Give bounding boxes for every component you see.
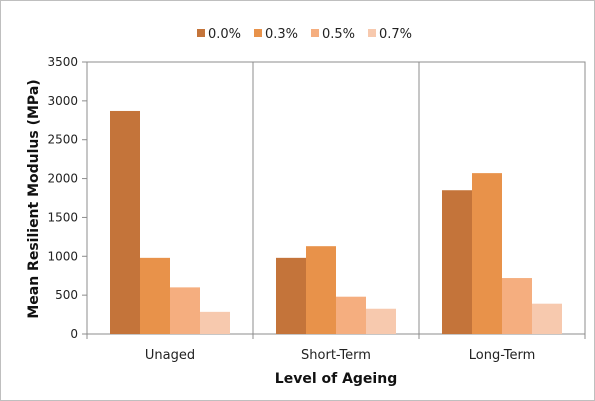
legend-swatch [254,29,262,37]
legend-swatch [368,29,376,37]
bar [366,308,396,334]
bar [502,278,532,334]
y-tick-label: 1000 [47,249,78,263]
y-tick-label: 2500 [47,133,78,147]
legend-swatch [197,29,205,37]
plot-area [86,61,586,335]
legend-label: 0.7% [379,27,412,42]
bar [336,296,366,334]
y-axis: 0 500 1000 1500 2000 2500 3000 3500 [47,55,87,341]
x-tick-label: Unaged [145,348,195,363]
y-tick-label: 1500 [47,210,78,224]
bar [140,257,170,334]
bar [200,311,230,334]
legend-label: 0.3% [265,27,298,42]
x-tick-label: Short-Term [301,348,371,363]
bar [442,190,472,334]
y-tick-label: 500 [55,288,78,302]
y-tick-label: 3000 [47,94,78,108]
x-tick-label: Long-Term [469,348,535,363]
y-axis-title: Mean Resilient Modulus (MPa) [26,79,42,318]
legend: 0.0% 0.3% 0.5% 0.7% [197,27,412,42]
x-axis-title: Level of Ageing [275,371,397,387]
y-tick-label: 3500 [47,55,78,69]
x-axis: Unaged Short-Term Long-Term [86,334,586,363]
bar [170,287,200,334]
bar [276,257,306,334]
bar [306,246,336,334]
y-tick-label: 0 [70,327,78,341]
bar [110,110,140,335]
bar [532,303,562,334]
y-tick-label: 2000 [47,172,78,186]
legend-label: 0.0% [208,27,241,42]
legend-swatch [311,29,319,37]
bar [472,173,502,334]
legend-label: 0.5% [322,27,355,42]
